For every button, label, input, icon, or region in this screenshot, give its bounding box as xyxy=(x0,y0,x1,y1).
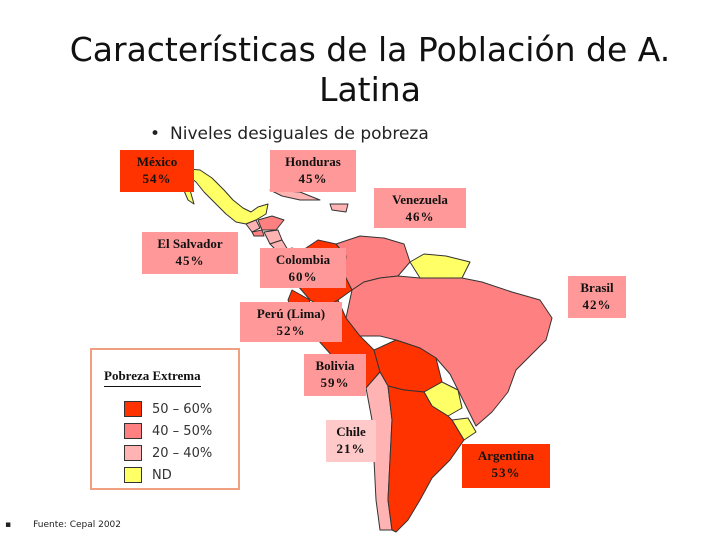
subtitle-text: Niveles desiguales de pobreza xyxy=(170,124,429,144)
label-honduras-name: Honduras xyxy=(285,154,341,169)
legend-row-50-60: 50 – 60% xyxy=(124,400,212,418)
subtitle: • Niveles desiguales de pobreza xyxy=(150,124,429,144)
footer-bullet: ▪ xyxy=(5,520,12,530)
legend-row-20-40: 20 – 40% xyxy=(124,444,212,462)
label-honduras-value: 45% xyxy=(298,171,328,186)
label-brasil: Brasil 42% xyxy=(568,276,626,318)
label-colombia-name: Colombia xyxy=(275,252,331,267)
label-el-salvador-value: 45% xyxy=(175,253,205,268)
label-brasil-name: Brasil xyxy=(580,280,614,295)
region-hispaniola xyxy=(329,203,349,213)
label-argentina-value: 53% xyxy=(491,465,521,480)
label-chile: Chile 21% xyxy=(326,420,376,462)
label-bolivia-name: Bolivia xyxy=(315,358,355,373)
source-footer: ▪ Fuente: Cepal 2002 xyxy=(5,520,121,530)
label-colombia: Colombia 60% xyxy=(260,248,346,288)
legend-swatch-20-40 xyxy=(124,445,142,461)
legend-row-nd: ND xyxy=(124,466,172,484)
label-mexico-name: México xyxy=(136,154,178,169)
legend-label-50-60: 50 – 60% xyxy=(152,401,213,417)
legend-box: Pobreza Extrema 50 – 60% 40 – 50% 20 – 4… xyxy=(90,348,240,490)
label-peru: Perú (Lima) 52% xyxy=(240,302,342,342)
legend-label-nd: ND xyxy=(152,467,172,483)
label-peru-value: 52% xyxy=(276,323,306,338)
label-venezuela-name: Venezuela xyxy=(392,192,448,207)
legend-swatch-40-50 xyxy=(124,423,142,439)
label-chile-name: Chile xyxy=(336,424,366,439)
label-el-salvador: El Salvador 45% xyxy=(142,232,238,274)
legend-row-40-50: 40 – 50% xyxy=(124,422,212,440)
label-argentina: Argentina 53% xyxy=(462,444,550,488)
label-bolivia-value: 59% xyxy=(320,375,350,390)
label-peru-name: Perú (Lima) xyxy=(256,306,326,321)
legend-swatch-50-60 xyxy=(124,401,142,417)
footer-text: Fuente: Cepal 2002 xyxy=(33,520,122,530)
label-venezuela-value: 46% xyxy=(405,209,435,224)
label-bolivia: Bolivia 59% xyxy=(304,354,366,396)
region-guatemala xyxy=(245,219,261,233)
legend-title: Pobreza Extrema xyxy=(104,368,201,387)
label-el-salvador-name: El Salvador xyxy=(157,236,223,251)
label-argentina-name: Argentina xyxy=(477,448,535,463)
legend-label-20-40: 20 – 40% xyxy=(152,445,213,461)
label-colombia-value: 60% xyxy=(288,269,318,284)
label-chile-value: 21% xyxy=(336,441,366,456)
region-el-salvador xyxy=(251,229,265,237)
label-honduras: Honduras 45% xyxy=(270,150,356,192)
legend-swatch-nd xyxy=(124,467,142,483)
label-venezuela: Venezuela 46% xyxy=(374,188,466,228)
legend-label-40-50: 40 – 50% xyxy=(152,423,213,439)
label-mexico-value: 54% xyxy=(142,171,172,186)
region-mexico xyxy=(177,167,269,225)
region-argentina xyxy=(387,385,465,533)
region-honduras xyxy=(257,215,285,231)
label-mexico: México 54% xyxy=(120,150,194,192)
label-brasil-value: 42% xyxy=(582,297,612,312)
subtitle-bullet: • xyxy=(150,124,161,144)
page-title: Características de la Población de A. La… xyxy=(69,30,671,109)
region-guianas xyxy=(409,253,471,279)
